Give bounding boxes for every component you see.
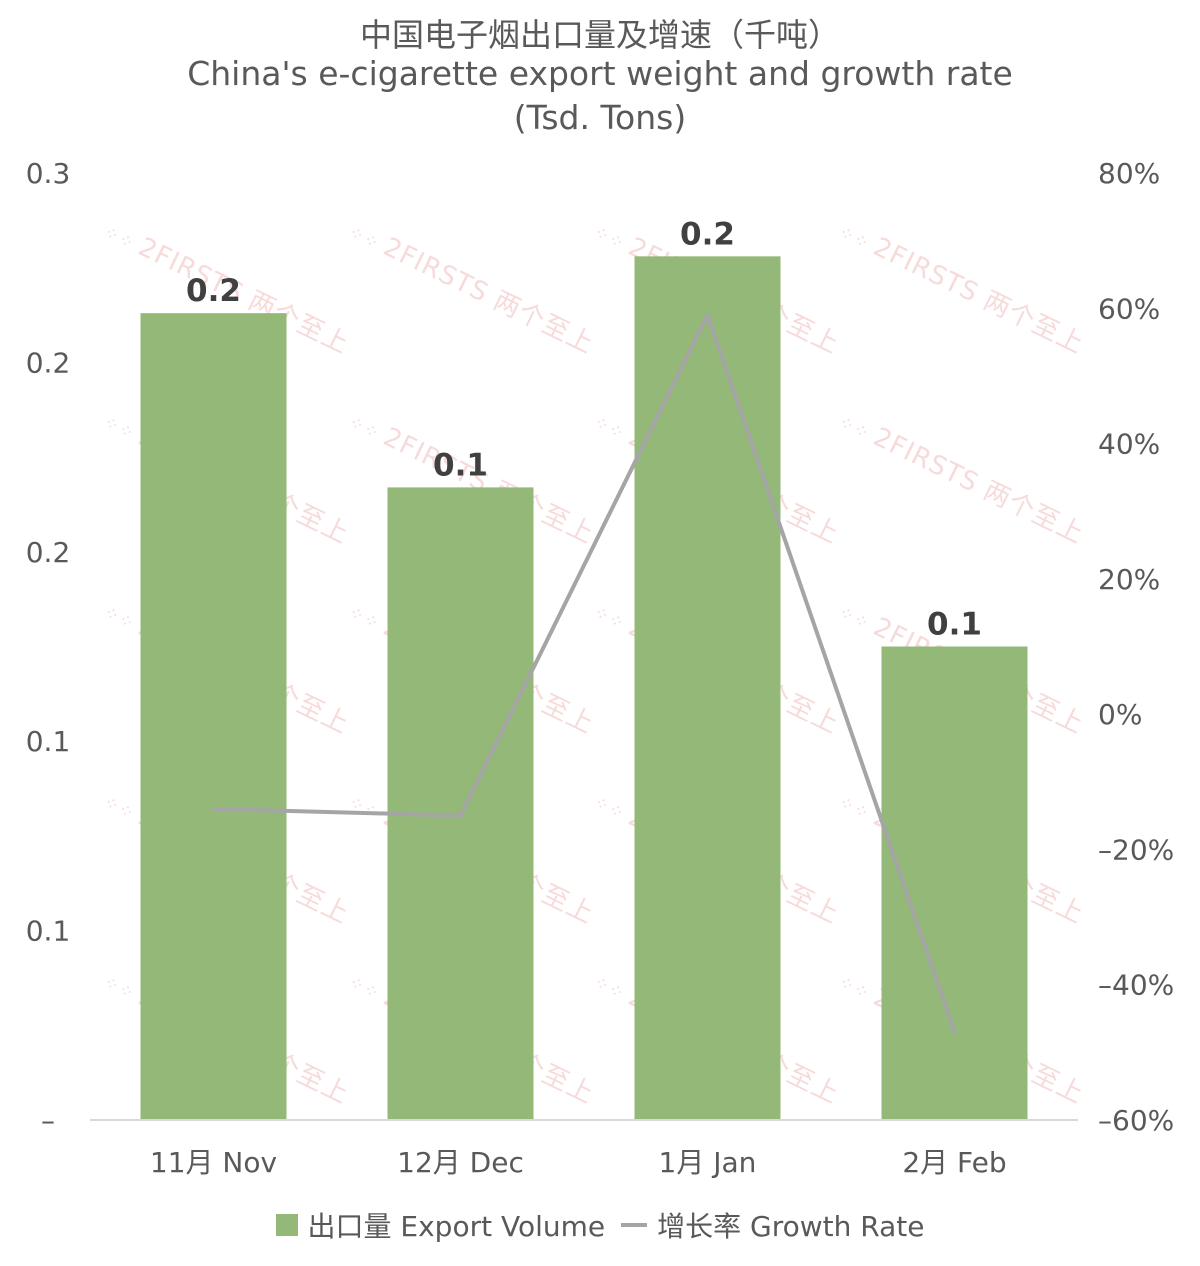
legend-item-export-volume: 出口量 Export Volume xyxy=(275,1205,606,1245)
bar xyxy=(881,646,1028,1120)
growth-rate-point xyxy=(705,313,710,318)
chart-title-unit: (Tsd. Tons) xyxy=(513,98,687,137)
bar-series xyxy=(140,256,1028,1120)
left-tick-label: – xyxy=(41,1104,55,1137)
bar xyxy=(634,256,781,1120)
right-tick-label: –60% xyxy=(1098,1104,1174,1137)
legend-label-growth-rate: 增长率 Growth Rate xyxy=(657,1210,925,1243)
legend-line-swatch xyxy=(621,1223,648,1227)
left-tick-label: 0.1 xyxy=(26,915,71,948)
legend: 出口量 Export Volume 增长率 Growth Rate xyxy=(0,1205,1200,1245)
bar-data-label: 0.2 xyxy=(186,273,241,309)
legend-item-growth-rate: 增长率 Growth Rate xyxy=(621,1205,924,1245)
growth-rate-point xyxy=(458,813,463,818)
right-tick-label: 20% xyxy=(1098,563,1160,596)
growth-rate-line xyxy=(211,313,957,1035)
right-tick-label: –40% xyxy=(1098,969,1174,1002)
category-label: 12月 Dec xyxy=(397,1146,524,1179)
right-tick-label: 60% xyxy=(1098,292,1160,325)
category-label: 1月 Jan xyxy=(659,1146,757,1179)
bar xyxy=(140,313,287,1120)
x-axis: 11月 Nov 12月 Dec 1月 Jan 2月 Feb xyxy=(150,1146,1007,1179)
right-axis: –60% –40% –20% 0% 20% 40% 60% 80% xyxy=(1098,157,1174,1137)
chart-title-zh: 中国电子烟出口量及增速（千吨） xyxy=(359,16,840,54)
bar-data-labels: 0.2 0.1 0.2 0.1 xyxy=(186,216,982,642)
category-label: 2月 Feb xyxy=(902,1146,1006,1179)
right-tick-label: 40% xyxy=(1098,428,1160,461)
left-tick-label: 0.3 xyxy=(26,157,71,190)
bar xyxy=(387,487,534,1120)
right-tick-label: –20% xyxy=(1098,833,1174,866)
bar-data-label: 0.1 xyxy=(927,607,982,643)
chart-title-en: China's e-cigarette export weight and gr… xyxy=(187,54,1013,93)
left-tick-label: 0.2 xyxy=(26,536,71,569)
legend-bar-swatch xyxy=(275,1214,298,1236)
line-series xyxy=(211,313,957,1035)
bar-data-label: 0.2 xyxy=(680,216,735,252)
left-tick-label: 0.1 xyxy=(26,725,71,758)
right-tick-label: 0% xyxy=(1098,698,1142,731)
right-tick-label: 80% xyxy=(1098,157,1160,190)
category-label: 11月 Nov xyxy=(150,1146,277,1179)
growth-rate-point xyxy=(952,1030,957,1035)
bar-data-label: 0.1 xyxy=(433,447,488,483)
left-tick-label: 0.2 xyxy=(26,346,71,379)
left-axis: – 0.1 0.1 0.2 0.2 0.3 xyxy=(26,157,71,1137)
legend-label-export-volume: 出口量 Export Volume xyxy=(307,1210,606,1243)
growth-rate-point xyxy=(211,806,216,811)
